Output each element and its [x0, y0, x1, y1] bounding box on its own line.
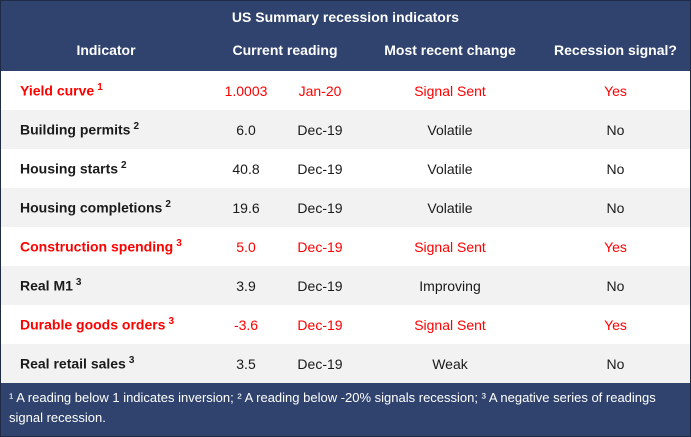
footnote-marker: 1	[97, 82, 103, 94]
current-reading-date: Dec-19	[297, 316, 343, 333]
indicator-name: Real M1 3	[20, 277, 82, 294]
column-header-recession-signal: Recession signal?	[554, 42, 677, 58]
most-recent-change: Volatile	[427, 199, 473, 216]
most-recent-change: Signal Sent	[414, 238, 486, 255]
recession-signal: No	[606, 160, 625, 177]
footnote-marker: 2	[133, 121, 140, 133]
recession-signal: No	[606, 121, 625, 138]
indicator-name: Housing starts 2	[20, 160, 127, 177]
footnote-marker: 3	[168, 316, 175, 328]
recession-signal: Yes	[604, 82, 627, 99]
column-header-indicator: Indicator	[76, 42, 136, 58]
indicator-name: Housing completions 2	[20, 199, 171, 216]
current-reading-value: -3.6	[233, 316, 259, 333]
table-row: Building permits 2 6.0 Dec-19 Volatile No	[1, 110, 690, 149]
table-body: Yield curve 1 1.0003 Jan-20 Signal Sent Yes Bu…	[1, 71, 690, 383]
recession-signal: No	[606, 199, 625, 216]
column-header-current-reading: Current reading	[232, 42, 338, 58]
current-reading-date: Jan-20	[298, 82, 342, 99]
current-reading-value: 6.0	[236, 121, 256, 138]
recession-signal: Yes	[604, 316, 627, 333]
current-reading-date: Dec-19	[297, 238, 343, 255]
footnote-marker: 3	[75, 277, 82, 289]
indicator-name: Yield curve 1	[20, 82, 103, 99]
current-reading-date: Dec-19	[297, 199, 343, 216]
footnote-marker: 3	[176, 238, 182, 250]
footnote-marker: 2	[165, 199, 171, 211]
most-recent-change: Volatile	[427, 121, 473, 138]
indicator-name: Real retail sales 3	[20, 355, 135, 372]
most-recent-change: Improving	[419, 277, 481, 294]
most-recent-change: Signal Sent	[414, 82, 486, 99]
table-row: Housing completions 2 19.6 Dec-19 Volatile No	[1, 188, 690, 227]
indicator-name: Durable goods orders 3	[20, 316, 175, 333]
footnote-marker: 2	[121, 160, 127, 172]
table-header-row: Indicator Current reading Most recent ch…	[1, 33, 690, 71]
current-reading-value: 3.9	[236, 277, 256, 294]
column-header-most-recent-change: Most recent change	[384, 42, 516, 58]
current-reading-value: 1.0003	[224, 82, 268, 99]
table-row: Housing starts 2 40.8 Dec-19 Volatile No	[1, 149, 690, 188]
most-recent-change: Signal Sent	[414, 316, 486, 333]
recession-signal: No	[606, 277, 625, 294]
table-footnotes: ¹ A reading below 1 indicates inversion;…	[1, 383, 690, 436]
indicator-name: Building permits 2	[20, 121, 140, 138]
most-recent-change: Volatile	[427, 160, 473, 177]
table-row: Yield curve 1 1.0003 Jan-20 Signal Sent Yes	[1, 71, 690, 110]
table-row: Construction spending 3 5.0 Dec-19 Signal Se…	[1, 227, 690, 266]
indicator-name: Construction spending 3	[20, 238, 182, 255]
recession-signal: Yes	[604, 238, 627, 255]
current-reading-date: Dec-19	[297, 160, 343, 177]
current-reading-value: 40.8	[232, 160, 260, 177]
table-row: Real retail sales 3 3.5 Dec-19 Weak No	[1, 344, 690, 383]
table-row: Durable goods orders 3 -3.6 Dec-19 Signal Se…	[1, 305, 690, 344]
recession-signal: No	[606, 355, 625, 372]
table-row: Real M1 3 3.9 Dec-19 Improving No	[1, 266, 690, 305]
current-reading-value: 3.5	[236, 355, 256, 372]
current-reading-date: Dec-19	[297, 277, 343, 294]
current-reading-value: 5.0	[236, 238, 256, 255]
current-reading-date: Dec-19	[297, 121, 343, 138]
table-title: US Summary recession indicators	[1, 1, 690, 33]
most-recent-change: Weak	[432, 355, 468, 372]
current-reading-date: Dec-19	[297, 355, 343, 372]
footnote-marker: 3	[128, 355, 135, 367]
current-reading-value: 19.6	[232, 199, 260, 216]
